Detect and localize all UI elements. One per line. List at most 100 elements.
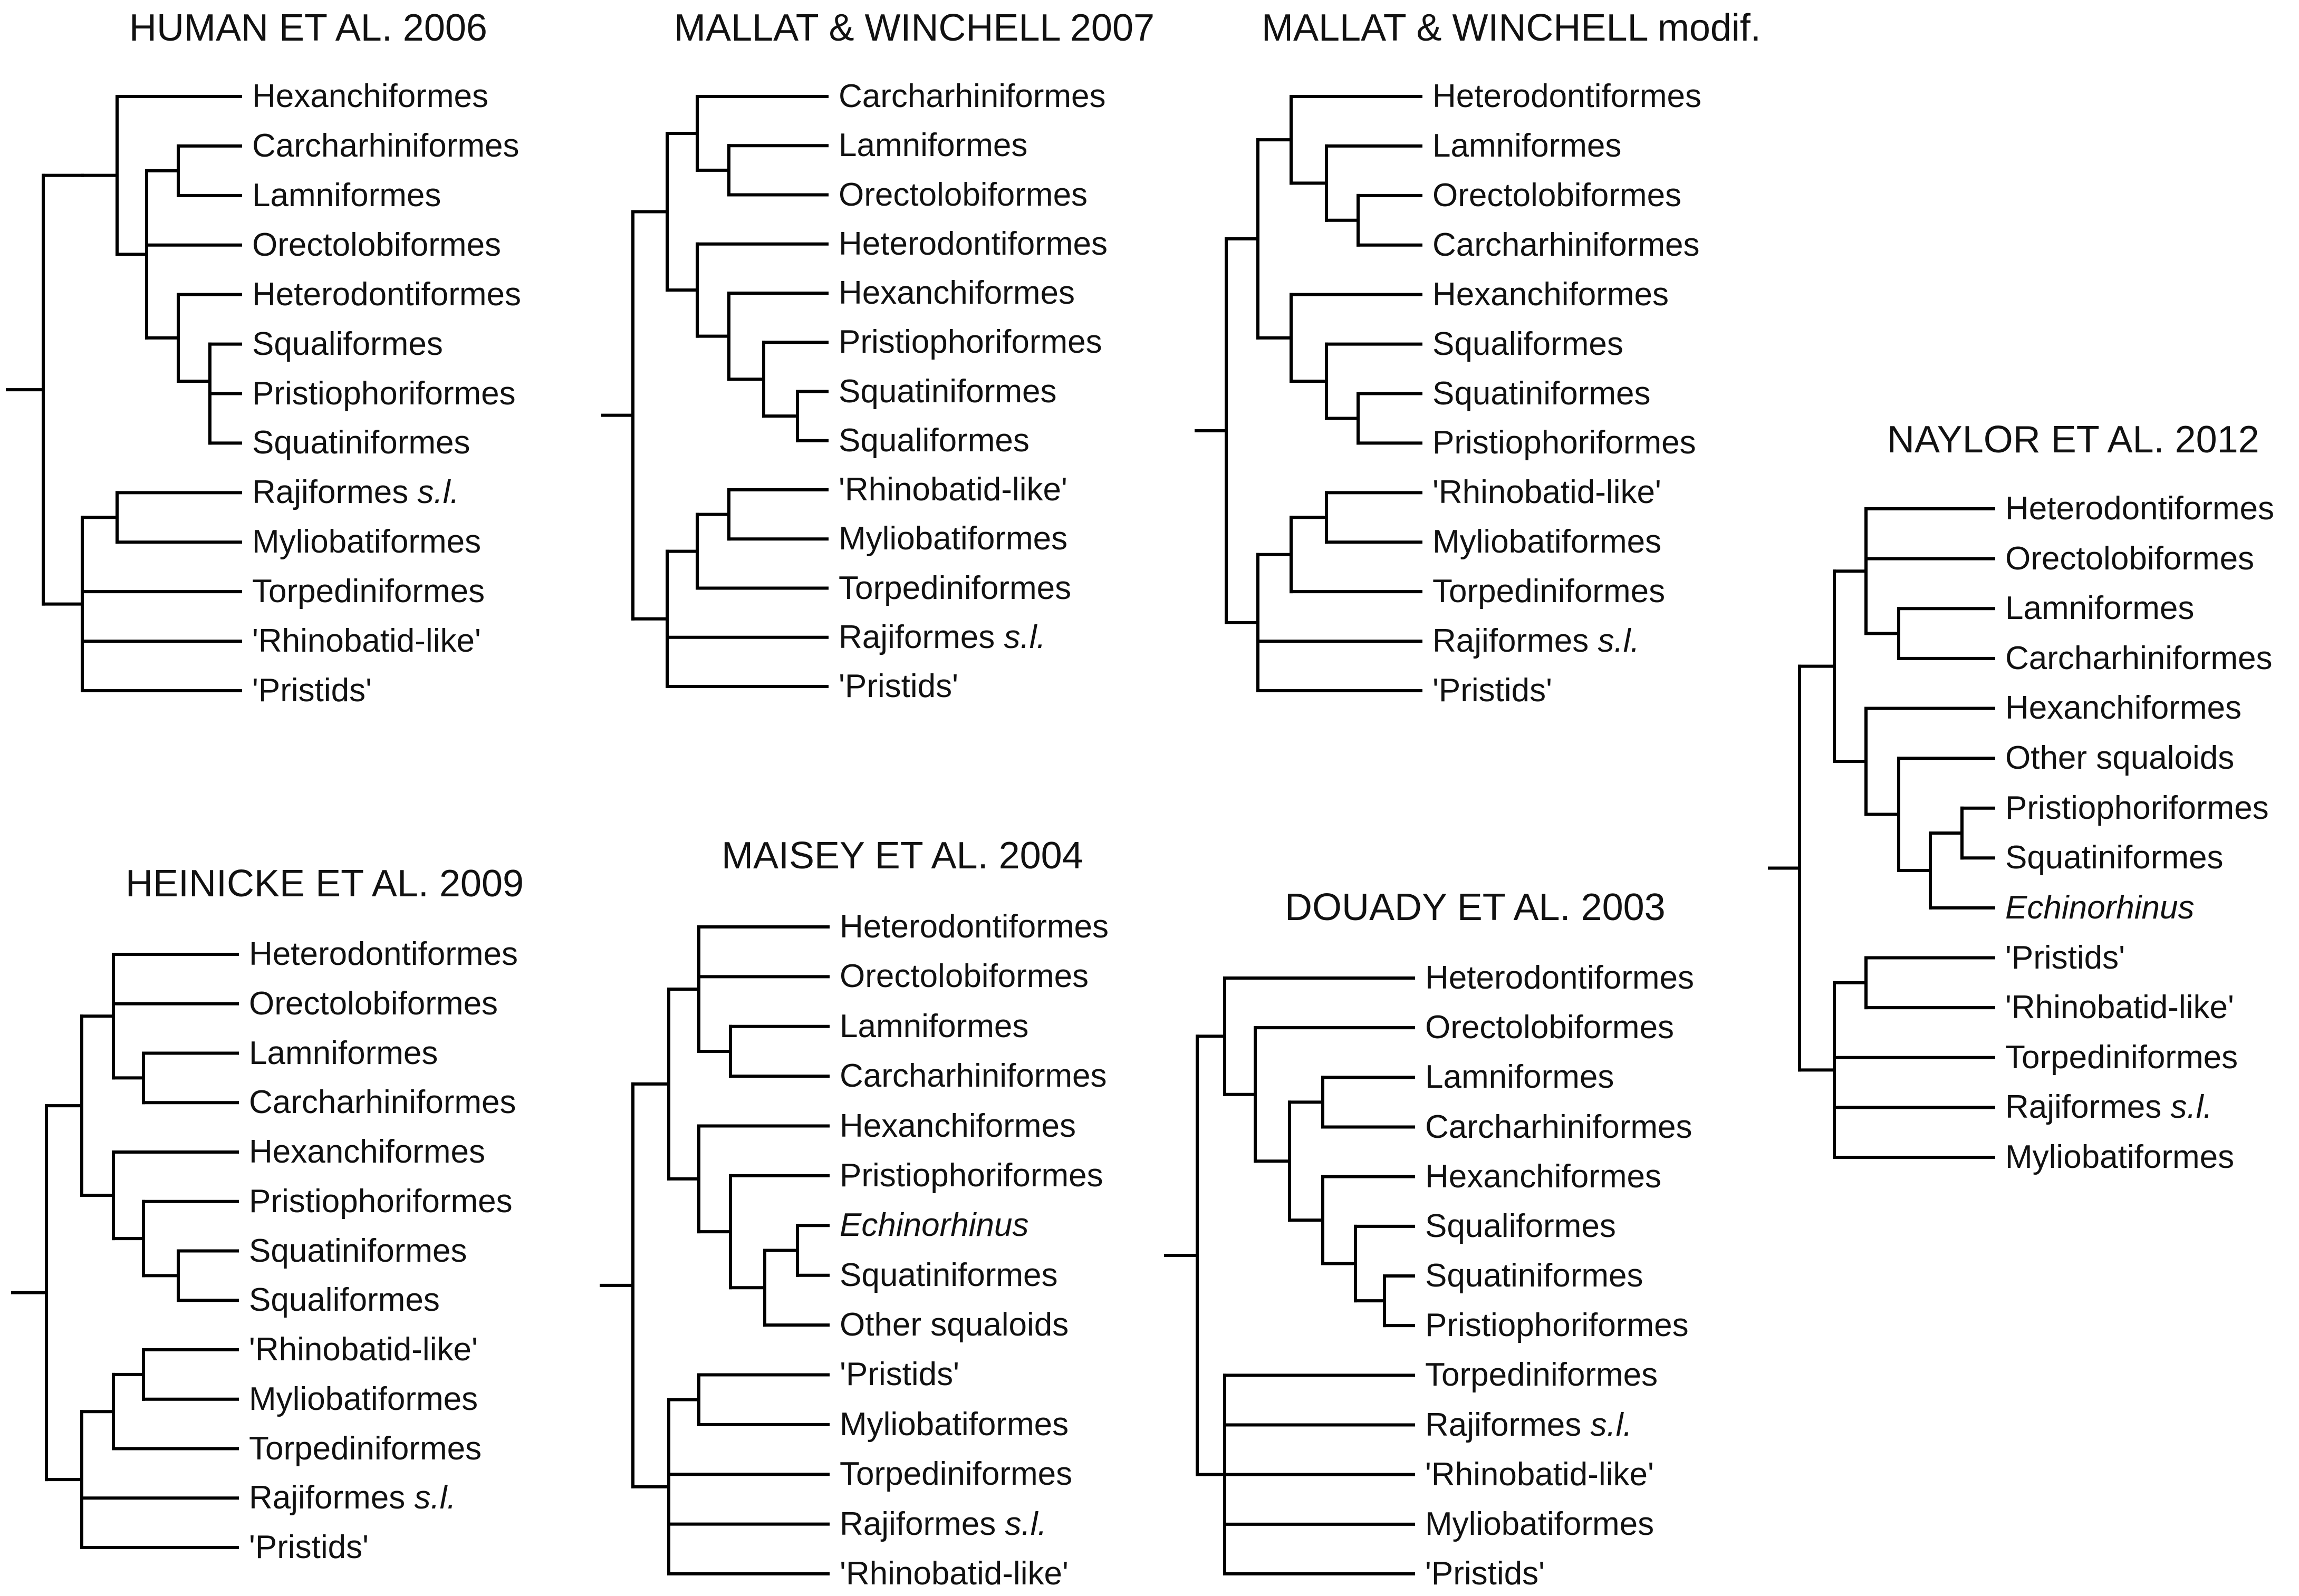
taxon-label: Carcharhiniformes [2005,642,2273,675]
taxon-name: Rajiformes [252,474,409,511]
taxon-label: Orectolobiformes [2005,540,2255,577]
taxon-name: Myliobatiformes [249,1380,478,1417]
taxon-name: Lamniformes [252,177,441,214]
taxon-name: Carcharhiniformes [840,1058,1107,1095]
taxon-name: Orectolobiformes [2005,540,2255,577]
taxon-name: Other squaloids [840,1307,1069,1343]
taxon-label: Squatiniformes [840,1259,1058,1292]
taxon-label: Pristiophoriformes [1432,427,1696,459]
taxon-label: Heterodontiformes [840,911,1109,943]
taxon-name: 'Pristids' [1425,1555,1545,1592]
taxon-name: Orectolobiformes [1425,1009,1675,1046]
taxon-label: Squaliformes [1425,1210,1616,1243]
taxon-name: Orectolobiformes [840,958,1089,995]
taxon-qualifier: s.l. [1004,618,1046,655]
taxon-label: Hexanchiformes [840,1109,1076,1143]
taxon-label: Myliobatiformes [1425,1505,1654,1542]
taxon-label: 'Pristids' [249,1531,369,1564]
taxon-name: Squatiniformes [840,1256,1058,1293]
taxon-qualifier: s.l. [1590,1406,1632,1443]
taxon-label: Heterodontiformes [252,278,521,311]
taxon-name: Torpediniformes [252,573,485,610]
taxon-name: Pristiophoriformes [252,375,516,412]
tree-title: NAYLOR ET AL. 2012 [1887,419,2259,461]
taxon-label: Rajiformes s.l. [839,621,1046,654]
taxon-name: Myliobatiformes [839,520,1068,557]
taxon-label: Heterodontiformes [1425,962,1694,994]
taxon-name: Other squaloids [2005,740,2235,777]
taxon-label: Echinorhinus [2005,891,2194,924]
taxon-name: Myliobatiformes [1432,524,1662,560]
taxon-label: Rajiformes s.l. [249,1482,456,1514]
taxon-name: Hexanchiformes [1425,1158,1661,1195]
taxon-label: 'Rhinobatid-like' [1432,476,1661,509]
taxon-label: Squaliformes [252,327,443,361]
taxon-name: Squatiniformes [1425,1258,1643,1294]
taxon-name: Pristiophoriformes [1425,1307,1689,1344]
taxon-label: Heterodontiformes [1432,80,1701,113]
taxon-qualifier: s.l. [1598,623,1640,660]
taxon-name: Lamniformes [1432,127,1622,164]
taxon-name: Myliobatiformes [1425,1505,1654,1542]
taxon-label: Torpediniformes [1432,575,1665,608]
taxon-label: Hexanchiformes [252,80,488,113]
taxon-name: Lamniformes [840,1008,1029,1044]
taxon-name: 'Rhinobatid-like' [1432,474,1661,511]
taxon-name: Torpediniformes [840,1456,1073,1493]
taxon-name: Orectolobiformes [252,226,502,263]
taxon-qualifier: s.l. [2170,1089,2213,1126]
taxon-label: 'Rhinobatid-like' [249,1333,478,1366]
taxon-label: Torpediniformes [1425,1359,1658,1391]
taxon-label: Lamniformes [1432,127,1622,164]
taxon-label: Orectolobiformes [249,987,498,1020]
taxon-name: Squatiniformes [249,1232,467,1269]
taxon-name: 'Pristids' [252,672,372,709]
taxon-name: 'Rhinobatid-like' [252,623,481,660]
taxon-label: Hexanchiformes [1425,1160,1661,1193]
taxon-name: Hexanchiformes [249,1134,485,1170]
taxon-label: Pristiophoriformes [252,375,516,412]
taxon-label: Pristiophoriformes [249,1185,513,1218]
taxon-name: Squaliformes [249,1282,440,1319]
taxon-label: Hexanchiformes [2005,692,2242,724]
taxon-name: Torpediniformes [1425,1357,1658,1394]
taxon-label: Heterodontiformes [249,938,518,971]
taxon-label: 'Pristids' [252,674,372,707]
taxon-name: Heterodontiformes [2005,490,2275,527]
taxon-label: Carcharhiniformes [1432,228,1700,262]
taxon-name: Pristiophoriformes [249,1183,513,1220]
taxon-name: Torpediniformes [2005,1039,2238,1076]
taxon-name: Lamniformes [839,127,1028,164]
taxon-name: Squaliformes [1432,325,1623,362]
taxon-name: 'Pristids' [2005,939,2125,976]
taxon-label: Lamniformes [252,179,441,212]
taxon-label: Myliobatiformes [839,523,1067,555]
taxon-label: Squaliformes [1432,325,1623,362]
taxon-label: 'Rhinobatid-like' [2005,991,2234,1024]
taxon-label: Orectolobiformes [1425,1011,1674,1044]
taxon-name: Myliobatiformes [252,524,482,560]
taxon-label: Torpediniformes [839,572,1071,605]
taxon-label: Squatiniformes [1432,377,1651,410]
taxon-label: 'Rhinobatid-like' [1425,1458,1654,1491]
taxon-name: Heterodontiformes [1425,960,1695,996]
taxon-name: Torpediniformes [249,1430,482,1467]
taxon-label: Lamniformes [249,1037,438,1070]
taxon-qualifier: s.l. [1005,1505,1047,1542]
taxon-name: Lamniformes [2005,590,2195,627]
taxon-name: Carcharhiniformes [252,127,520,164]
taxon-name: Pristiophoriformes [1432,424,1696,461]
taxon-name: Squatiniformes [839,373,1057,410]
taxon-label: Myliobatiformes [249,1380,478,1417]
taxon-label: Myliobatiformes [2005,1141,2234,1174]
taxon-name: Echinorhinus [840,1207,1029,1244]
taxon-label: Lamniformes [840,1010,1028,1043]
taxon-name: Carcharhiniformes [839,78,1106,114]
taxon-label: Carcharhiniformes [1425,1110,1692,1144]
taxon-label: Squaliformes [839,424,1030,457]
taxon-label: Pristiophoriformes [839,326,1102,359]
taxon-name: Hexanchiformes [2005,690,2242,727]
